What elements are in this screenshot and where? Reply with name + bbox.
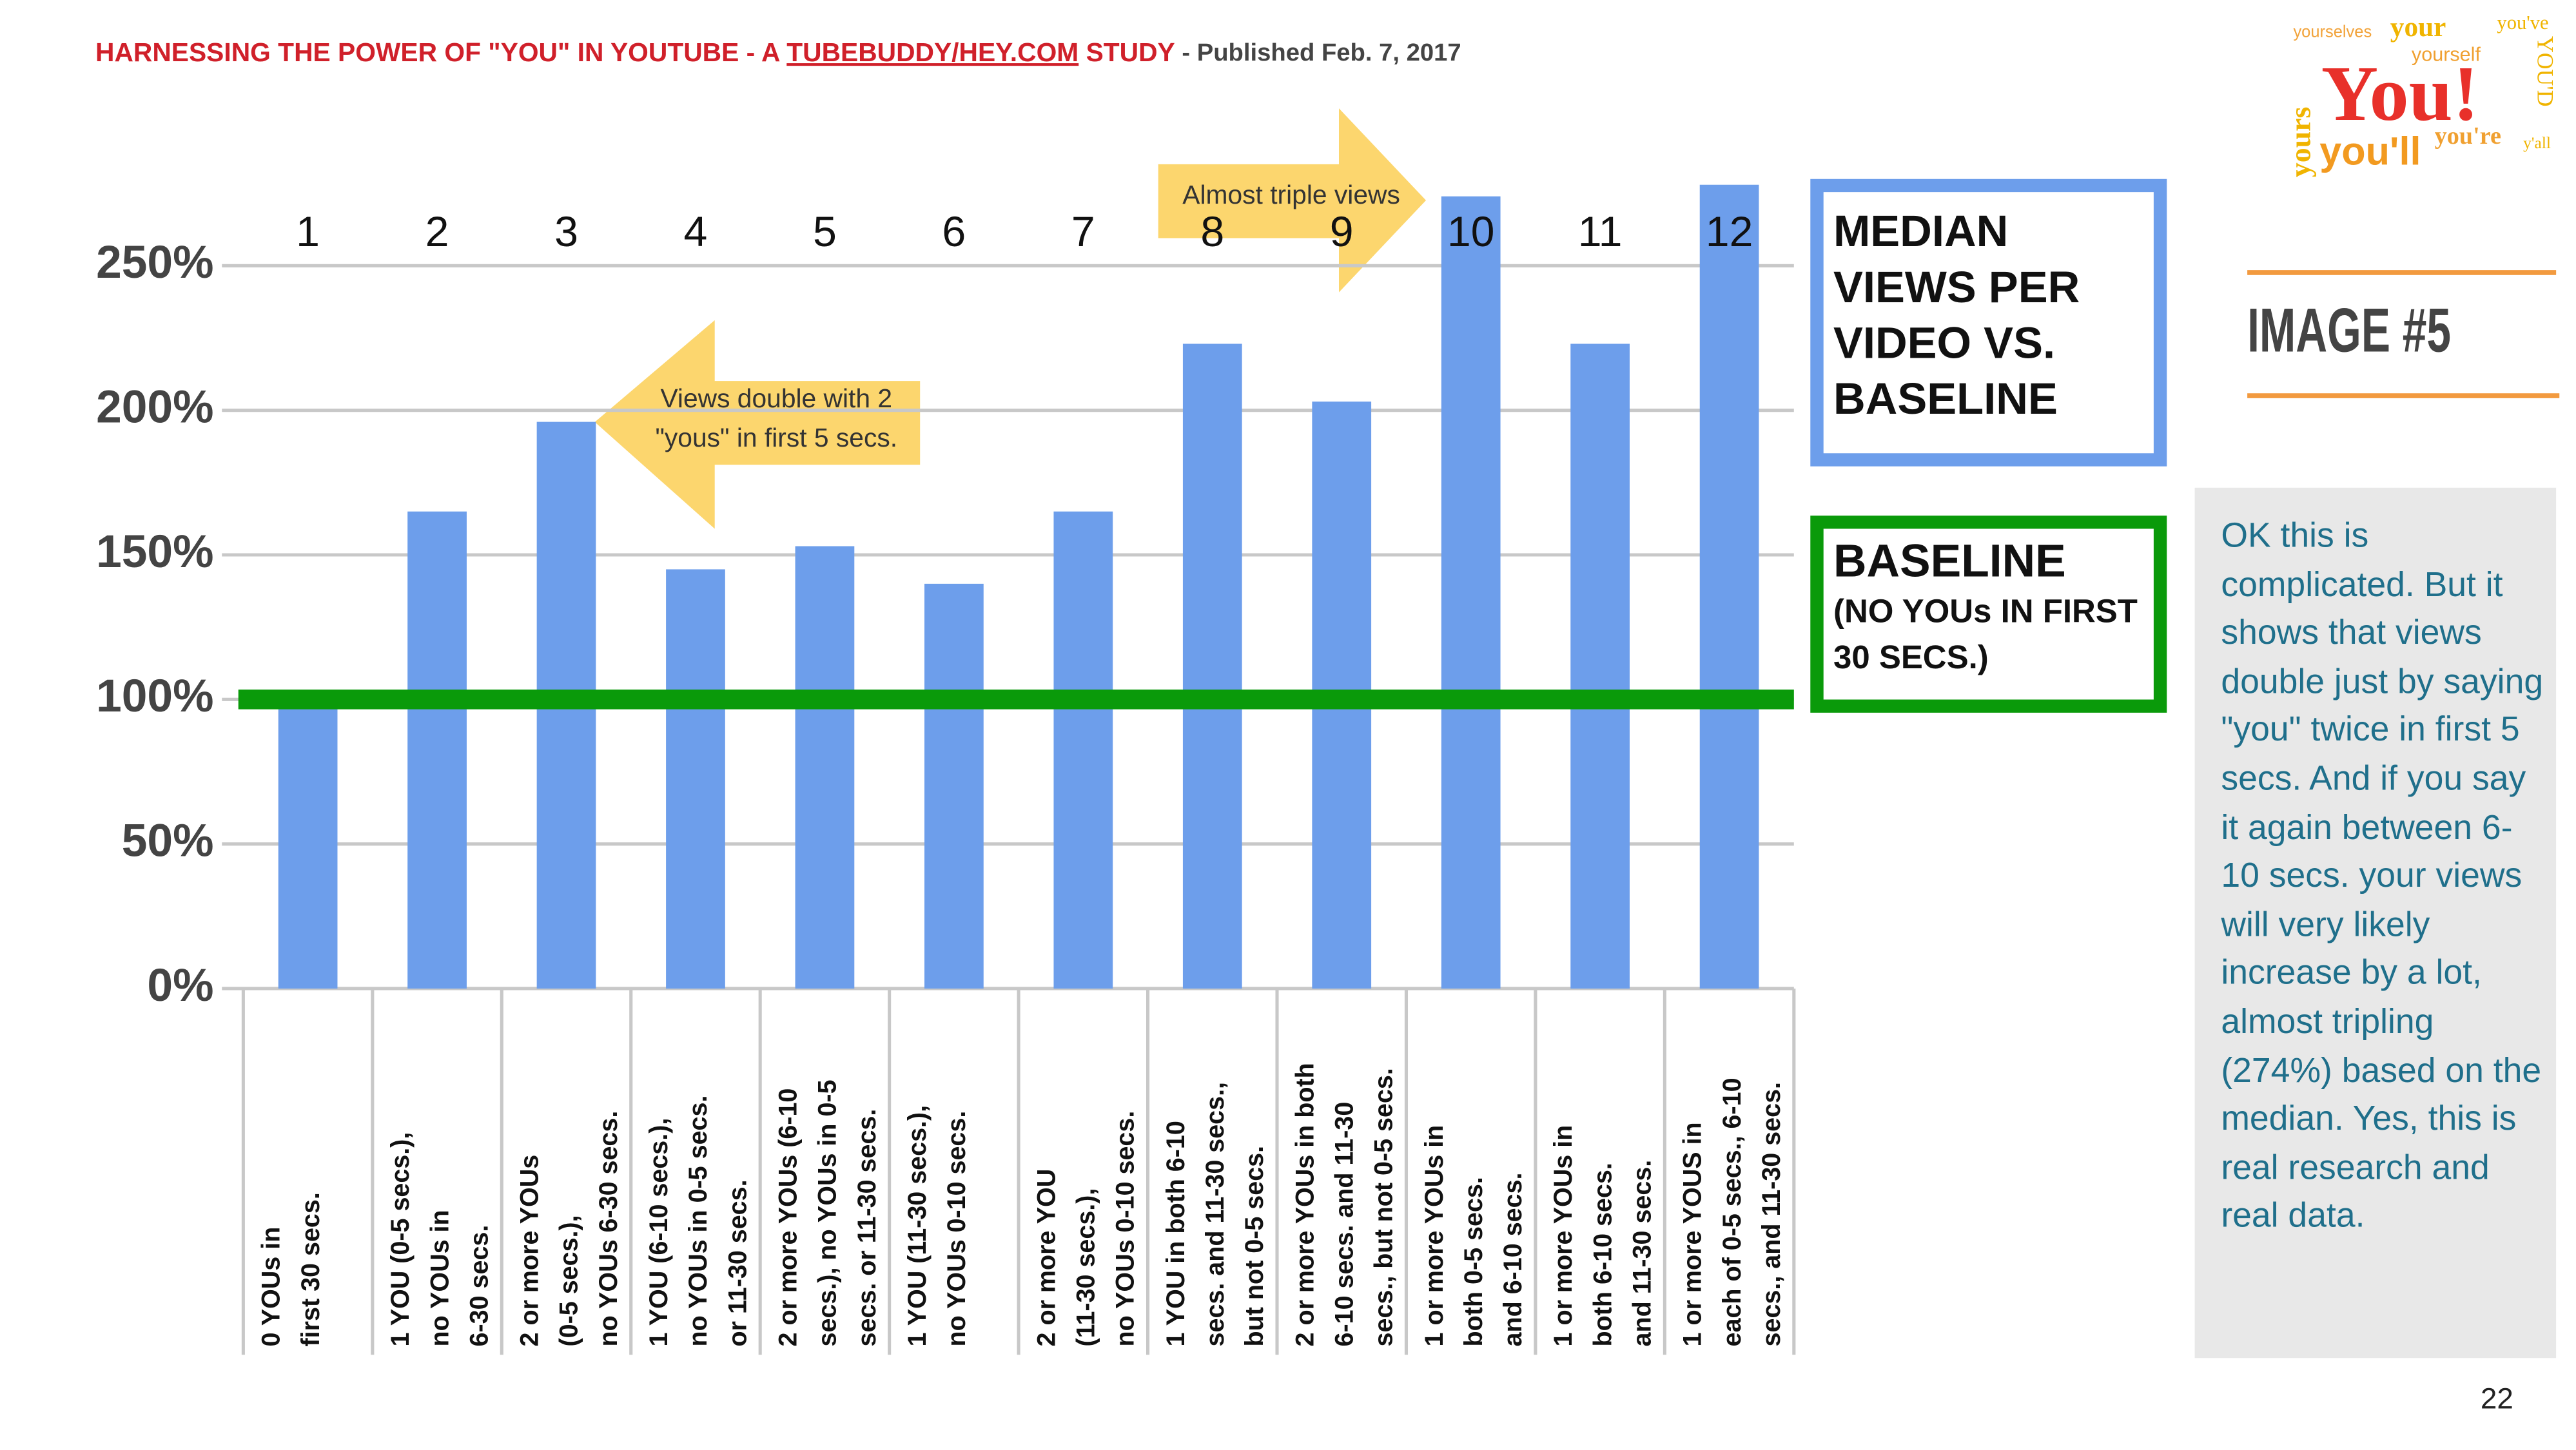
x-tick-label: 2 or more YOUs in both [1291, 1063, 1319, 1346]
bar-number: 4 [684, 208, 708, 256]
logo-word: you'll [2319, 130, 2421, 173]
x-tick-label: 6-10 secs. and 11-30 [1330, 1102, 1358, 1347]
bar-number: 2 [425, 208, 449, 256]
x-tick-label: secs. and 11-30 secs., [1201, 1082, 1229, 1346]
x-tick-label: both 6-10 secs. [1588, 1163, 1617, 1346]
legend-baseline-holder: BASELINE (NO YOUs IN FIRST 30 SECS.) [1833, 535, 2138, 677]
x-tick-label: no YOUs 0-10 secs. [942, 1111, 971, 1347]
logo-word: You! [2321, 50, 2479, 137]
x-tick-label: 2 or more YOUs [516, 1155, 544, 1347]
x-tick-label: but not 0-5 secs. [1240, 1146, 1269, 1347]
x-tick-label: and 6-10 secs. [1499, 1172, 1527, 1346]
x-tick-label: 1 or more YOUS in [1679, 1122, 1707, 1346]
legend-baseline: BASELINE [1833, 535, 2066, 586]
x-tick-label: 0 YOUs in [257, 1227, 286, 1347]
x-tick-label: first 30 secs. [297, 1192, 325, 1346]
x-tick-label: (0-5 secs.), [555, 1215, 583, 1346]
header-title-end: STUDY [1078, 37, 1175, 67]
x-tick-label: secs., and 11-30 secs. [1757, 1082, 1786, 1346]
y-tick-label: 50% [122, 815, 214, 866]
x-tick-label: both 0-5 secs. [1459, 1177, 1488, 1346]
x-tick-label: 1 or more YOUs in [1420, 1125, 1449, 1347]
logo-word: you've [2497, 12, 2548, 34]
bar [1441, 196, 1501, 989]
bar-number: 1 [296, 208, 320, 256]
x-tick-label: secs.), no YOUs in 0-5 [814, 1079, 842, 1346]
x-tick-label: 2 or more YOUs (6-10 [774, 1088, 803, 1347]
bar-number: 9 [1330, 208, 1354, 256]
logo-word: you're [2435, 122, 2501, 150]
y-tick-label: 200% [96, 382, 213, 433]
bar-number: 8 [1200, 208, 1224, 256]
y-tick-label: 0% [147, 960, 213, 1011]
bar [1182, 343, 1242, 989]
x-tick-label: and 11-30 secs. [1628, 1160, 1657, 1347]
bar-number: 6 [942, 208, 966, 256]
bar [1053, 511, 1113, 989]
x-tick-label: secs. or 11-30 secs. [853, 1109, 881, 1347]
x-tick-label: 6-30 secs. [465, 1225, 493, 1347]
annotation: Views double with 2 "yous" in first 5 se… [655, 385, 898, 454]
x-tick-label: secs., but not 0-5 secs. [1370, 1068, 1398, 1346]
bar [795, 546, 855, 989]
bar [666, 569, 725, 989]
y-tick-label: 150% [96, 526, 213, 577]
logo-word: y'all [2523, 133, 2551, 152]
note-holder: OK this is complicated. But it shows tha… [2221, 517, 2544, 1235]
bar-number: 5 [813, 208, 837, 256]
logo-word: yourself [2412, 44, 2481, 66]
x-tick-label: no YOUs 6-30 secs. [594, 1111, 623, 1347]
legend-baseline-note: (NO YOUs IN FIRST 30 SECS.) [1833, 594, 2138, 677]
y-tick-label: 100% [96, 670, 213, 722]
x-tick-label: 1 YOU (6-10 secs.), [645, 1118, 673, 1347]
x-tick-label: 1 YOU (11-30 secs.), [903, 1105, 932, 1347]
legend-box [1810, 179, 2167, 467]
x-tick-label: no YOUs in [425, 1210, 454, 1346]
bar-number: 12 [1706, 208, 1753, 256]
annotation: Almost triple views [1182, 182, 1400, 211]
x-tick-label: or 11-30 secs. [723, 1179, 752, 1346]
x-tick-label: 1 YOU in both 6-10 [1162, 1121, 1190, 1346]
x-tick-label: (11-30 secs.), [1072, 1188, 1100, 1347]
annotation-holder: Views double with 2 "yous" in first 5 se… [655, 385, 898, 454]
header-title: HARNESSING THE POWER OF "YOU" IN YOUTUBE… [95, 37, 786, 67]
y-tick-label: 250% [96, 237, 213, 288]
bar [1699, 184, 1759, 989]
x-tick-label: no YOUs in 0-5 secs. [684, 1096, 712, 1347]
x-tick-label: 2 or more YOU [1032, 1169, 1060, 1347]
note: OK this is complicated. But it shows tha… [2221, 517, 2544, 1235]
page-number: 22 [2481, 1382, 2513, 1415]
logo-word: yourselves [2293, 23, 2372, 41]
bar-number: 3 [554, 208, 578, 256]
header-link: TUBEBUDDY/HEY.COM [786, 37, 1078, 67]
bar-number: 10 [1447, 208, 1495, 256]
bar [278, 699, 338, 989]
note-box [2194, 487, 2557, 1358]
header-published: - Published Feb. 7, 2017 [1175, 39, 1461, 66]
x-tick-label: no YOUs 0-10 secs. [1111, 1111, 1140, 1347]
header: HARNESSING THE POWER OF "YOU" IN YOUTUBE… [95, 37, 1461, 67]
bar-number: 11 [1578, 208, 1623, 256]
image-label: IMAGE #5 [2247, 295, 2451, 365]
legend-series-holder: MEDIAN VIEWS PER VIDEO VS. BASELINE [1833, 207, 2080, 424]
legend-series: MEDIAN VIEWS PER VIDEO VS. BASELINE [1833, 207, 2080, 424]
bar [924, 583, 984, 989]
annotation-holder: Almost triple views [1182, 182, 1400, 211]
x-tick-label: 1 YOU (0-5 secs.), [386, 1132, 415, 1347]
arrow-right [1158, 108, 1427, 293]
bar [1570, 343, 1630, 989]
legend-box [1810, 516, 2167, 713]
logo-word: yours [2283, 107, 2316, 178]
x-tick-label: each of 0-5 secs., 6-10 [1718, 1078, 1746, 1346]
bar-number: 7 [1071, 208, 1095, 256]
logo-word: your [2390, 12, 2446, 43]
logo-word: YOU'D [2533, 36, 2559, 106]
arrow-left [594, 320, 921, 529]
x-tick-label: 1 or more YOUs in [1549, 1125, 1577, 1347]
bar [407, 511, 467, 989]
